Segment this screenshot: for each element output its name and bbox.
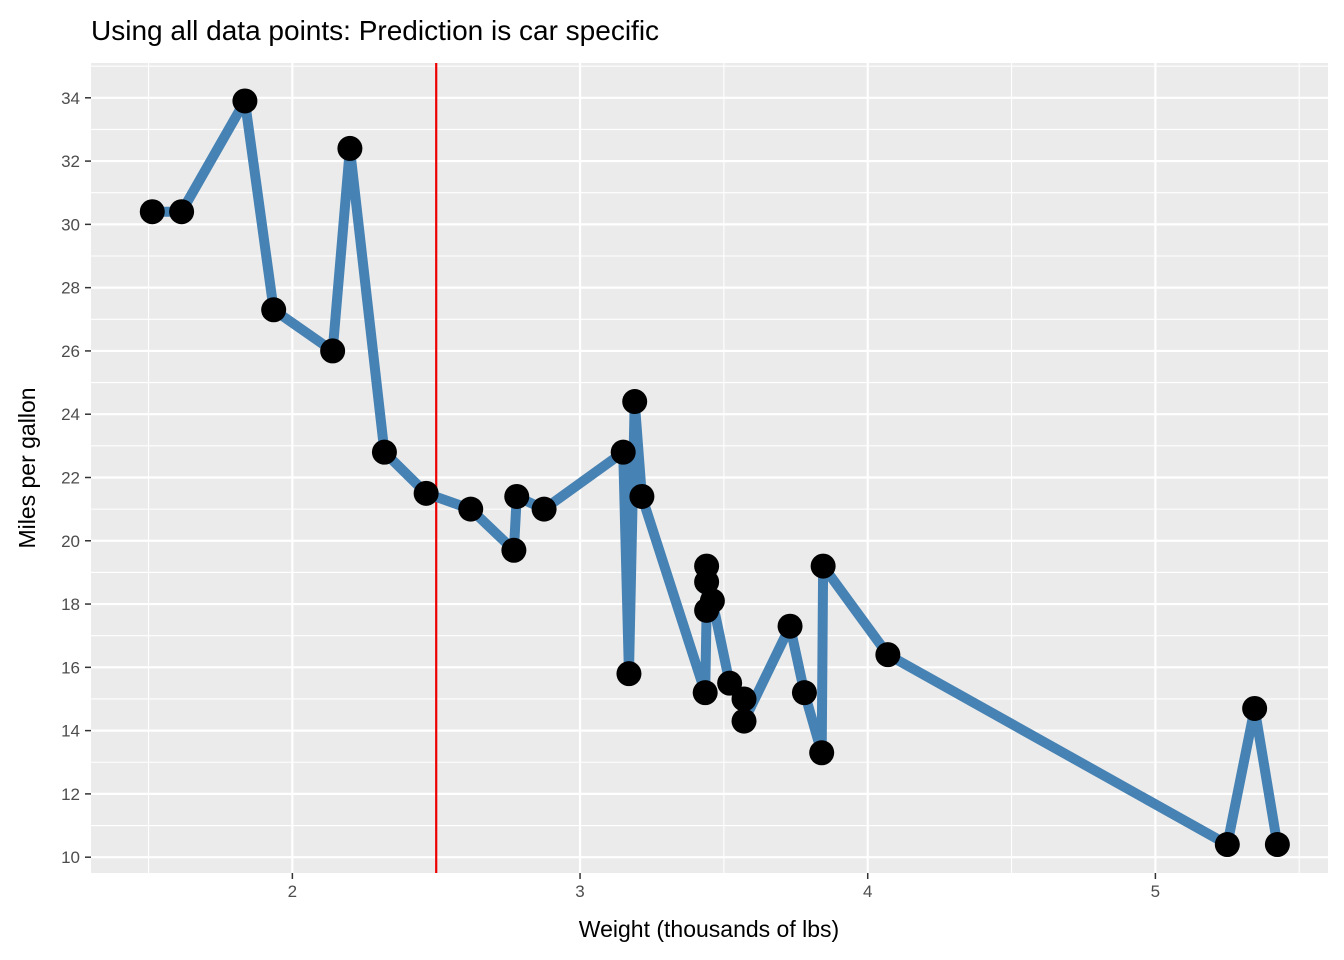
y-tick-label: 22	[61, 468, 80, 487]
chart-title: Using all data points: Prediction is car…	[91, 15, 659, 46]
data-points	[139, 88, 1290, 858]
x-tick-label: 3	[575, 882, 584, 901]
data-point	[875, 642, 901, 668]
data-point	[232, 88, 258, 114]
data-point	[717, 670, 743, 696]
data-point	[629, 483, 655, 509]
data-point	[413, 480, 439, 506]
y-tick-label: 30	[61, 215, 80, 234]
x-axis-title: Weight (thousands of lbs)	[579, 916, 839, 942]
y-tick-label: 26	[61, 342, 80, 361]
data-point	[531, 496, 557, 522]
data-point	[261, 297, 287, 323]
data-point	[610, 439, 636, 465]
data-point	[169, 199, 195, 225]
data-point	[809, 740, 835, 766]
data-point	[694, 553, 720, 579]
y-tick-label: 16	[61, 658, 80, 677]
y-tick-label: 18	[61, 595, 80, 614]
y-tick-label: 28	[61, 279, 80, 298]
data-point	[337, 135, 363, 161]
data-point	[616, 661, 642, 687]
x-tick-label: 5	[1151, 882, 1160, 901]
data-point	[810, 553, 836, 579]
y-tick-label: 32	[61, 152, 80, 171]
y-tick-label: 14	[61, 722, 80, 741]
data-point	[622, 389, 648, 415]
data-point	[371, 439, 397, 465]
plot-panel	[91, 63, 1328, 873]
y-axis: 10 12 14 16 18 20 22 24 26 28 30 32 34	[61, 89, 91, 867]
y-tick-label: 12	[61, 785, 80, 804]
y-tick-label: 10	[61, 848, 80, 867]
data-point	[1264, 832, 1290, 858]
x-axis: 2 3 4 5	[288, 873, 1160, 901]
data-point	[791, 680, 817, 706]
data-point	[699, 588, 725, 614]
data-point	[777, 613, 803, 639]
data-point	[139, 199, 165, 225]
y-axis-title: Miles per gallon	[14, 387, 40, 548]
data-point	[1242, 695, 1268, 721]
data-point	[731, 686, 757, 712]
data-point	[731, 708, 757, 734]
data-point	[501, 537, 527, 563]
data-point	[692, 680, 718, 706]
data-point	[320, 338, 346, 364]
data-point	[1214, 832, 1240, 858]
x-tick-label: 2	[288, 882, 297, 901]
x-tick-label: 4	[863, 882, 872, 901]
y-tick-label: 34	[61, 89, 80, 108]
y-tick-label: 20	[61, 532, 80, 551]
data-point	[504, 483, 530, 509]
minor-gridlines	[91, 63, 1328, 873]
data-point	[458, 496, 484, 522]
y-tick-label: 24	[61, 405, 80, 424]
major-gridlines	[91, 63, 1328, 873]
